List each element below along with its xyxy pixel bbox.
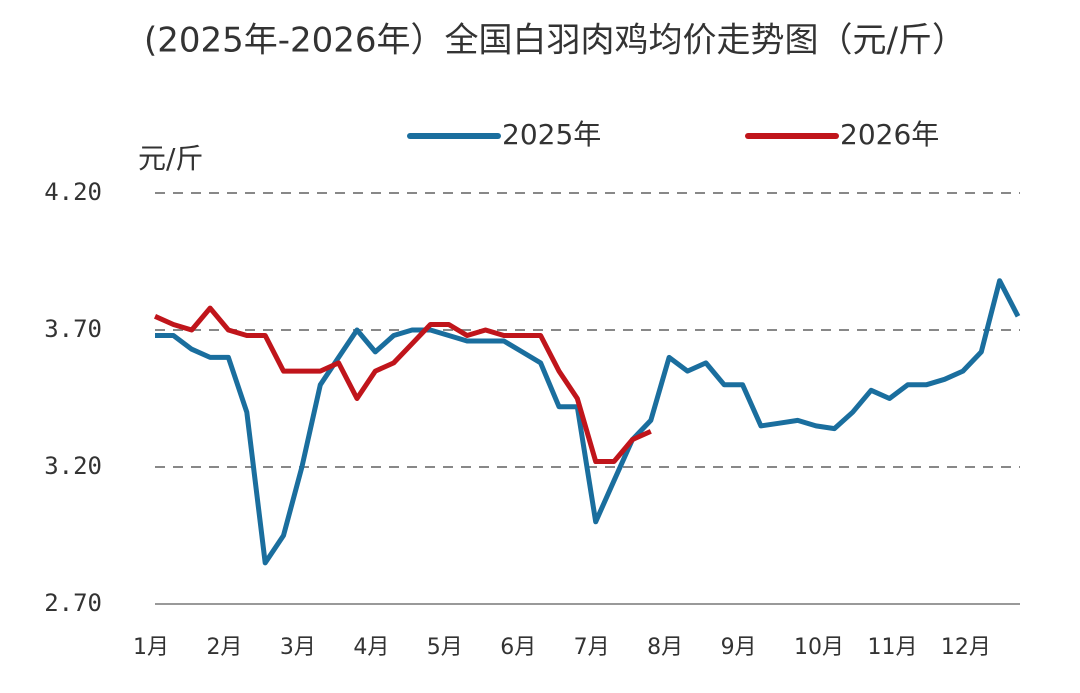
y-tick-label: 2.70: [44, 589, 102, 617]
x-tick-label: 6月: [500, 635, 536, 660]
legend-label: 2025年: [502, 118, 601, 151]
series-line: [153, 305, 652, 464]
chart-title: (2025年-2026年）全国白羽肉鸡均价走势图（元/斤）: [144, 21, 966, 61]
x-tick-label: 2月: [206, 635, 242, 660]
y-tick-label: 4.20: [44, 178, 102, 206]
series-line: [155, 278, 1021, 566]
x-tick-label: 5月: [427, 635, 463, 660]
y-axis-label: 元/斤: [138, 142, 203, 175]
x-tick-label: 9月: [721, 635, 757, 660]
x-tick-label: 1月: [133, 635, 169, 660]
x-tick-label: 4月: [353, 635, 389, 660]
y-tick-label: 3.20: [44, 452, 102, 480]
x-tick-label: 7月: [574, 635, 610, 660]
x-tick-label: 11月: [867, 635, 917, 660]
x-tick-label: 3月: [280, 635, 316, 660]
y-tick-label: 3.70: [44, 315, 102, 343]
x-tick-label: 12月: [941, 635, 991, 660]
x-tick-label: 8月: [647, 635, 683, 660]
x-tick-label: 10月: [794, 635, 844, 660]
legend-label: 2026年: [840, 118, 939, 151]
